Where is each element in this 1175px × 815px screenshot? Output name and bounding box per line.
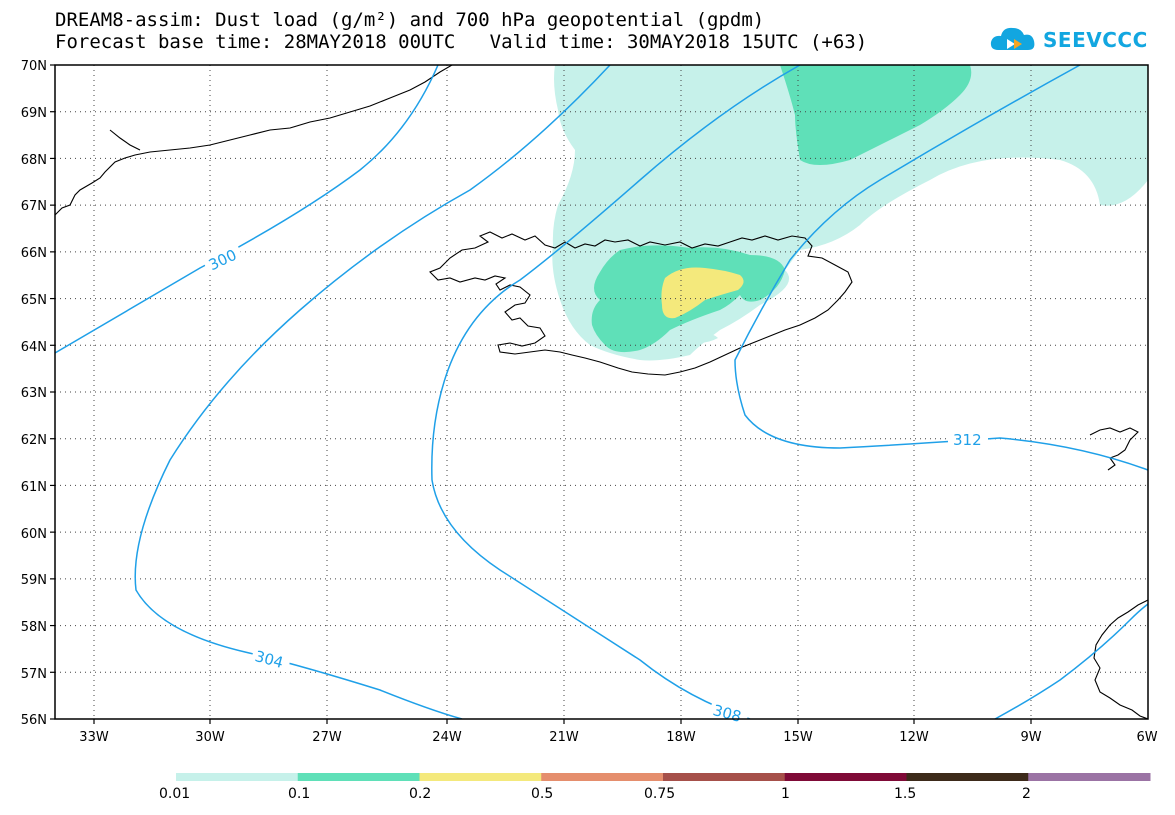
- colorbar-label: 0.1: [288, 786, 311, 802]
- colorbar-label: 0.5: [531, 786, 554, 802]
- colorbar-label: 1.5: [894, 786, 917, 802]
- colorbar-label: 0.01: [159, 786, 191, 802]
- colorbar-label: 0.75: [644, 786, 676, 802]
- greenland-inlet: [109, 129, 141, 151]
- logo-text: SEEVCCC: [1043, 28, 1148, 52]
- lat-label: 56N: [21, 713, 47, 728]
- dust-region-high: [661, 267, 744, 319]
- map-title: DREAM8-assim: Dust load (g/m²) and 700 h…: [55, 9, 765, 31]
- lon-label: 9W: [1020, 730, 1041, 745]
- colorbar-swatch: [541, 773, 664, 781]
- contour-300: [55, 65, 439, 354]
- lat-label: 61N: [21, 480, 47, 495]
- colorbar-swatch: [906, 773, 1029, 781]
- lon-label: 12W: [899, 730, 929, 745]
- colorbar-swatch: [297, 773, 420, 781]
- iceland-coast: [429, 231, 853, 376]
- contour-label-304: 304: [253, 647, 285, 672]
- lat-label: 59N: [21, 573, 47, 588]
- lon-label: 6W: [1136, 730, 1157, 745]
- lat-label: 63N: [21, 386, 47, 401]
- forecast-time-subtitle: Forecast base time: 28MAY2018 00UTC Vali…: [55, 31, 868, 53]
- colorbar-swatch: [419, 773, 542, 781]
- lat-label: 69N: [21, 106, 47, 121]
- axis-ticks: [50, 64, 1032, 724]
- geopotential-contours: [55, 65, 1148, 719]
- colorbar: [176, 773, 1151, 781]
- lat-label: 68N: [21, 153, 47, 168]
- contour-316: [994, 603, 1148, 719]
- lon-label: 27W: [312, 730, 342, 745]
- coastlines: [55, 65, 1148, 719]
- lat-label: 60N: [21, 527, 47, 542]
- contour-label-308: 308: [711, 701, 743, 726]
- contour-label-312: 312: [953, 431, 982, 449]
- lat-label: 62N: [21, 433, 47, 448]
- lat-label: 57N: [21, 667, 47, 682]
- greenland-coast: [55, 65, 453, 216]
- colorbar-swatch: [784, 773, 907, 781]
- colorbar-swatch: [1028, 773, 1151, 781]
- cloud-logo-icon: [990, 27, 1035, 50]
- lon-label: 21W: [549, 730, 579, 745]
- contour-308: [431, 65, 801, 719]
- lat-label: 66N: [21, 246, 47, 261]
- contour-312: [734, 65, 1148, 471]
- colorbar-label: 0.2: [409, 786, 432, 802]
- dust-region-medium-north: [780, 65, 972, 165]
- lat-label: 70N: [21, 59, 47, 74]
- lat-label: 58N: [21, 620, 47, 635]
- dust-gap: [690, 333, 718, 343]
- faroe-islands: [1089, 427, 1139, 471]
- lon-label: 18W: [666, 730, 696, 745]
- contour-304: [134, 65, 611, 719]
- colorbar-swatch: [663, 773, 786, 781]
- graticule: [55, 65, 1148, 719]
- colorbar-swatch: [176, 773, 299, 781]
- lat-label: 65N: [21, 293, 47, 308]
- dust-load-shading: [552, 65, 1148, 361]
- lon-label: 33W: [79, 730, 109, 745]
- lon-label: 15W: [783, 730, 813, 745]
- lat-label: 64N: [21, 340, 47, 355]
- lat-label: 67N: [21, 199, 47, 214]
- colorbar-label: 1: [781, 786, 790, 802]
- lon-label: 24W: [432, 730, 462, 745]
- lon-label: 30W: [195, 730, 225, 745]
- scotland-coast: [1093, 599, 1148, 719]
- colorbar-label: 2: [1022, 786, 1031, 802]
